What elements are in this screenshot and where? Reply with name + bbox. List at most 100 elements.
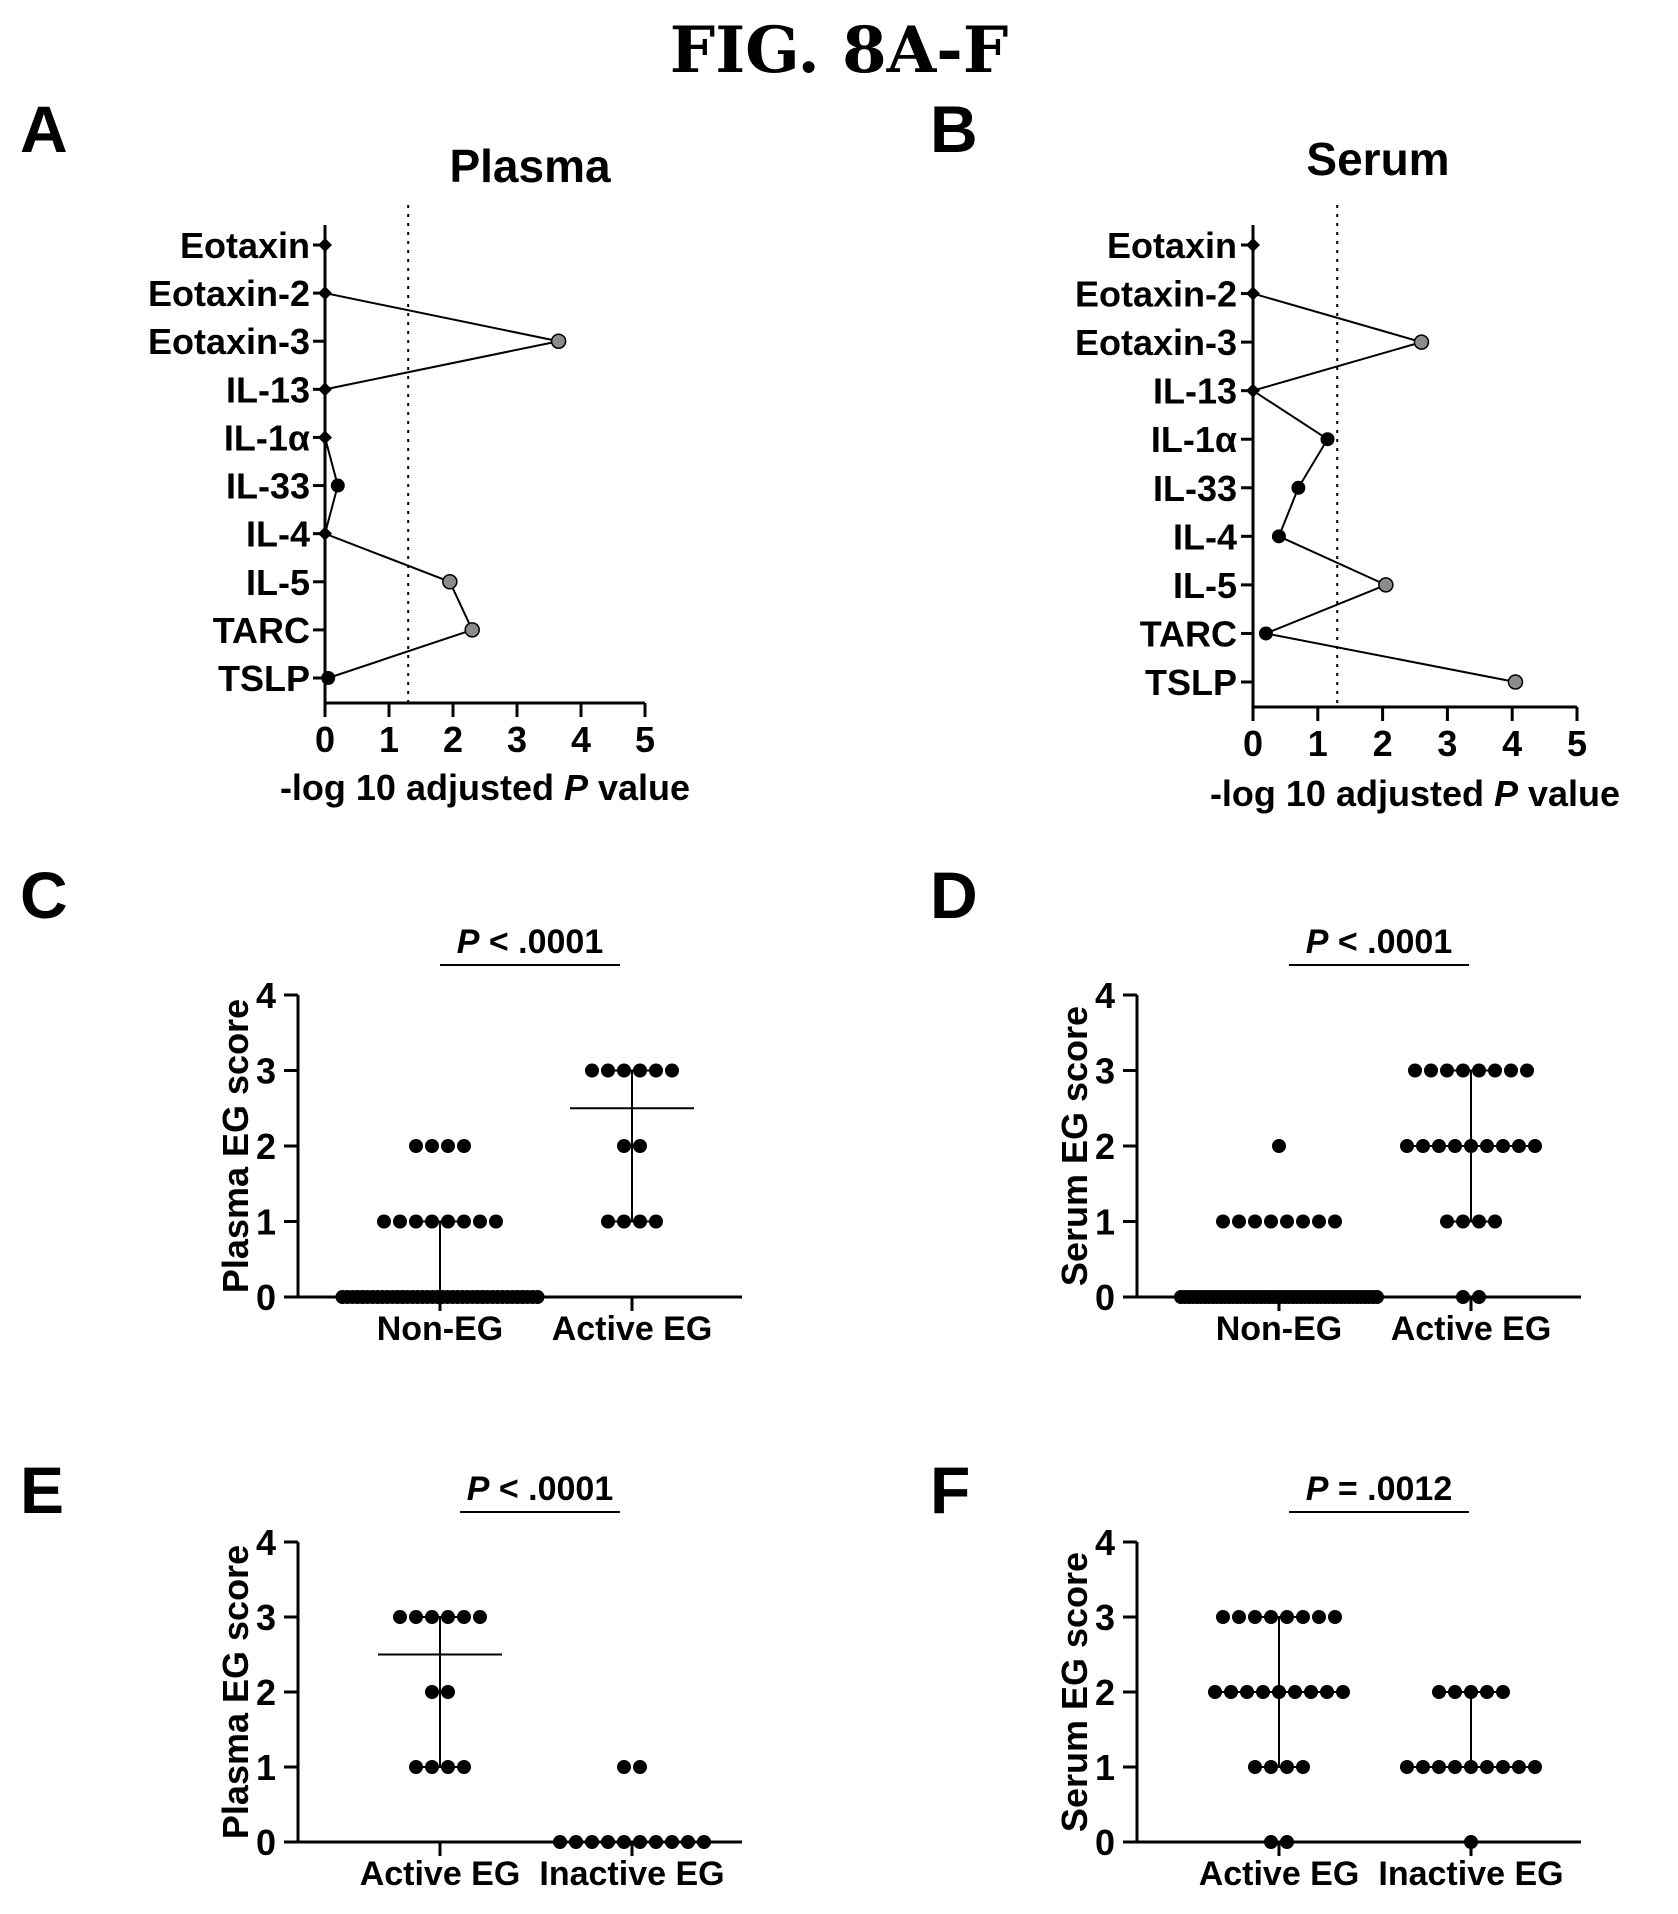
panel-a: A Plasma 0 1 2 3 4 5 -log 10 adjusted P value Eot… — [20, 92, 690, 808]
data-point — [553, 1835, 567, 1849]
data-point-significant — [1413, 334, 1430, 350]
data-point — [1258, 626, 1273, 641]
p-value-italic: P — [1306, 1470, 1329, 1508]
category-label: Active EG — [552, 1310, 713, 1348]
y-tick-label: 0 — [256, 1277, 276, 1318]
category-label: IL-4 — [1173, 516, 1237, 557]
data-point — [321, 671, 336, 685]
p-value-text: < .0001 — [479, 923, 603, 961]
category-label: IL-33 — [226, 466, 310, 507]
data-point — [1291, 480, 1306, 495]
data-point — [1312, 1214, 1326, 1229]
data-point — [1432, 1685, 1446, 1699]
data-point — [489, 1214, 503, 1229]
data-point — [1216, 1610, 1230, 1624]
x-tick-label: 1 — [379, 719, 399, 760]
data-point — [1264, 1214, 1278, 1229]
y-tick-label: 4 — [1095, 1522, 1115, 1563]
y-tick-label: 3 — [256, 1597, 276, 1638]
y-tick-label: 0 — [1095, 1277, 1115, 1318]
x-axis-label-prefix: -log 10 adjusted — [1210, 773, 1494, 814]
y-tick-label: 2 — [256, 1672, 276, 1713]
x-tick-label: 3 — [1437, 723, 1457, 764]
category-label: Active EG — [1199, 1855, 1360, 1893]
panel-letter: B — [930, 92, 978, 166]
panel-letter: C — [20, 858, 68, 932]
data-point — [1336, 1685, 1350, 1699]
panel-title: Plasma — [449, 140, 611, 192]
category-label: Eotaxin-3 — [1075, 322, 1237, 363]
data-point — [1520, 1063, 1534, 1078]
data-point — [1504, 1063, 1518, 1078]
x-axis-label: -log 10 adjusted P value — [280, 767, 690, 808]
data-point-significant — [1507, 674, 1524, 690]
data-point-significant — [1378, 577, 1394, 593]
data-point — [1472, 1290, 1486, 1304]
category-label: Eotaxin-2 — [1075, 274, 1237, 315]
data-point — [441, 1139, 455, 1153]
panel-letter: F — [930, 1453, 970, 1527]
y-tick-label: 3 — [1095, 1051, 1115, 1092]
x-tick-label: 4 — [571, 719, 591, 760]
y-tick-label: 2 — [1095, 1672, 1115, 1713]
p-value-label: P = .0012 — [1306, 1470, 1453, 1508]
category-label: TARC — [1140, 613, 1237, 654]
data-point — [318, 238, 332, 252]
data-point — [1246, 383, 1260, 398]
panel-letter: A — [20, 92, 68, 166]
x-axis-label: -log 10 adjusted P value — [1210, 773, 1620, 814]
data-point — [330, 478, 345, 493]
x-tick-label: 0 — [315, 719, 335, 760]
data-point — [1312, 1610, 1326, 1624]
category-label: Eotaxin-3 — [148, 321, 310, 362]
category-label: Inactive EG — [539, 1855, 724, 1893]
data-point — [1408, 1063, 1422, 1078]
y-tick-label: 2 — [256, 1126, 276, 1167]
y-tick-label: 0 — [256, 1822, 276, 1863]
p-value-label: P < .0001 — [1306, 923, 1453, 961]
data-point — [393, 1214, 407, 1229]
data-point — [1246, 286, 1260, 301]
data-point — [1264, 1835, 1278, 1849]
data-point — [1272, 1139, 1286, 1153]
y-tick-label: 1 — [1095, 1202, 1115, 1243]
data-point — [1400, 1760, 1414, 1774]
p-value-text: < .0001 — [1328, 923, 1452, 961]
x-axis-label-italic: P — [564, 767, 589, 808]
category-label: Eotaxin — [1107, 225, 1237, 266]
category-label: IL-4 — [246, 514, 310, 555]
category-label: Inactive EG — [1378, 1855, 1563, 1893]
data-point — [409, 1139, 423, 1153]
data-point — [1370, 1290, 1384, 1304]
panel-title: Serum — [1306, 133, 1449, 185]
panel-letter: D — [930, 858, 978, 932]
data-point — [318, 382, 332, 397]
data-point — [377, 1214, 391, 1229]
data-point — [318, 286, 332, 301]
data-point — [1496, 1685, 1510, 1699]
data-point — [318, 430, 332, 445]
y-tick-label: 3 — [1095, 1597, 1115, 1638]
data-point — [585, 1063, 599, 1078]
data-point — [1424, 1063, 1438, 1078]
category-label: Eotaxin — [180, 225, 310, 266]
x-tick-label: 2 — [443, 719, 463, 760]
y-axis-label: Plasma EG score — [215, 999, 256, 1293]
category-label: TSLP — [218, 658, 310, 699]
y-tick-label: 1 — [256, 1202, 276, 1243]
y-tick-label: 4 — [1095, 975, 1115, 1016]
data-point — [473, 1610, 487, 1624]
data-point — [665, 1063, 679, 1078]
p-value-label: P < .0001 — [457, 923, 604, 961]
data-point — [1280, 1214, 1294, 1229]
category-label: IL-1α — [1151, 419, 1237, 460]
category-label: IL-13 — [1153, 371, 1237, 412]
x-tick-label: 4 — [1502, 723, 1522, 764]
x-axis-label-prefix: -log 10 adjusted — [280, 767, 564, 808]
y-tick-label: 0 — [1095, 1822, 1115, 1863]
series-line — [1250, 245, 1516, 683]
data-point-significant — [550, 333, 567, 349]
x-axis-label-italic: P — [1494, 773, 1519, 814]
data-point — [697, 1835, 711, 1849]
